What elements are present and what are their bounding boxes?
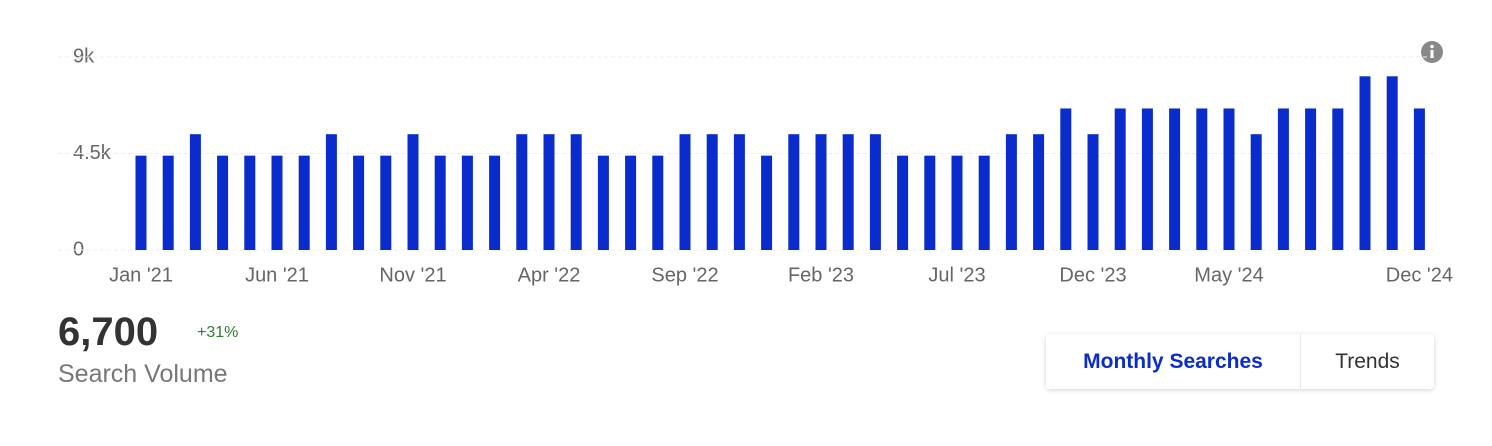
x-tick-label: Apr '22 (518, 264, 581, 286)
bar (1332, 108, 1344, 250)
bar (652, 155, 664, 250)
bar (597, 155, 609, 250)
bar (897, 155, 909, 250)
x-tick-label: Jul '23 (928, 264, 985, 286)
bar (842, 134, 854, 250)
y-tick-label: 0 (73, 238, 84, 260)
x-tick-label: Jun '21 (245, 264, 309, 286)
bar (298, 155, 310, 250)
bar (1114, 108, 1126, 250)
bar (1169, 108, 1181, 250)
info-icon[interactable] (1421, 41, 1443, 63)
bar (489, 155, 501, 250)
search-volume-value: 6,700 (58, 310, 159, 354)
tab-trends[interactable]: Trends (1335, 349, 1400, 373)
bar (1359, 76, 1371, 250)
bar (162, 155, 174, 250)
tab-group: Monthly Searches Trends (1046, 334, 1434, 389)
bar (1087, 134, 1099, 250)
x-tick-label: Dec '24 (1386, 264, 1453, 286)
bar (271, 155, 283, 250)
bar (924, 155, 936, 250)
bar (189, 134, 201, 250)
bar (543, 134, 555, 250)
bar (951, 155, 963, 250)
bar (679, 134, 691, 250)
bar (461, 155, 473, 250)
bar (1386, 76, 1398, 250)
bar (1141, 108, 1153, 250)
x-tick-label: Jan '21 (109, 264, 173, 286)
y-tick-label: 4.5k (73, 142, 112, 164)
change-percent: +31% (197, 324, 239, 341)
bar (1413, 108, 1425, 250)
bar (434, 155, 446, 250)
bar (516, 134, 528, 250)
bar (1005, 134, 1017, 250)
bar (625, 155, 637, 250)
bar (733, 134, 745, 250)
bar (353, 155, 365, 250)
chart: 0 4.5k 9k Jan '21 Jun '21 Nov '21 Apr '22 Sep '… (58, 41, 1453, 286)
bar (978, 155, 990, 250)
bar (570, 134, 582, 250)
x-tick-label: Sep '22 (651, 264, 718, 286)
bar (761, 155, 773, 250)
x-tick-label: May '24 (1194, 264, 1263, 286)
x-tick-label: Nov '21 (379, 264, 446, 286)
y-tick-label: 9k (73, 45, 95, 67)
bar (1060, 108, 1072, 250)
bar (380, 155, 392, 250)
bar (244, 155, 256, 250)
bar (325, 134, 337, 250)
bar (1250, 134, 1262, 250)
tab-monthly-searches[interactable]: Monthly Searches (1046, 334, 1301, 389)
bar (706, 134, 718, 250)
x-tick-label: Feb '23 (788, 264, 854, 286)
bar (1223, 108, 1235, 250)
bar (815, 134, 827, 250)
search-volume-label: Search Volume (58, 360, 228, 388)
x-tick-label: Dec '23 (1059, 264, 1126, 286)
bar (135, 155, 147, 250)
bar (407, 134, 419, 250)
bar (1033, 134, 1045, 250)
bar (217, 155, 229, 250)
bar (869, 134, 881, 250)
bar (1277, 108, 1289, 250)
bar (788, 134, 800, 250)
bar (1305, 108, 1317, 250)
bar (1196, 108, 1208, 250)
